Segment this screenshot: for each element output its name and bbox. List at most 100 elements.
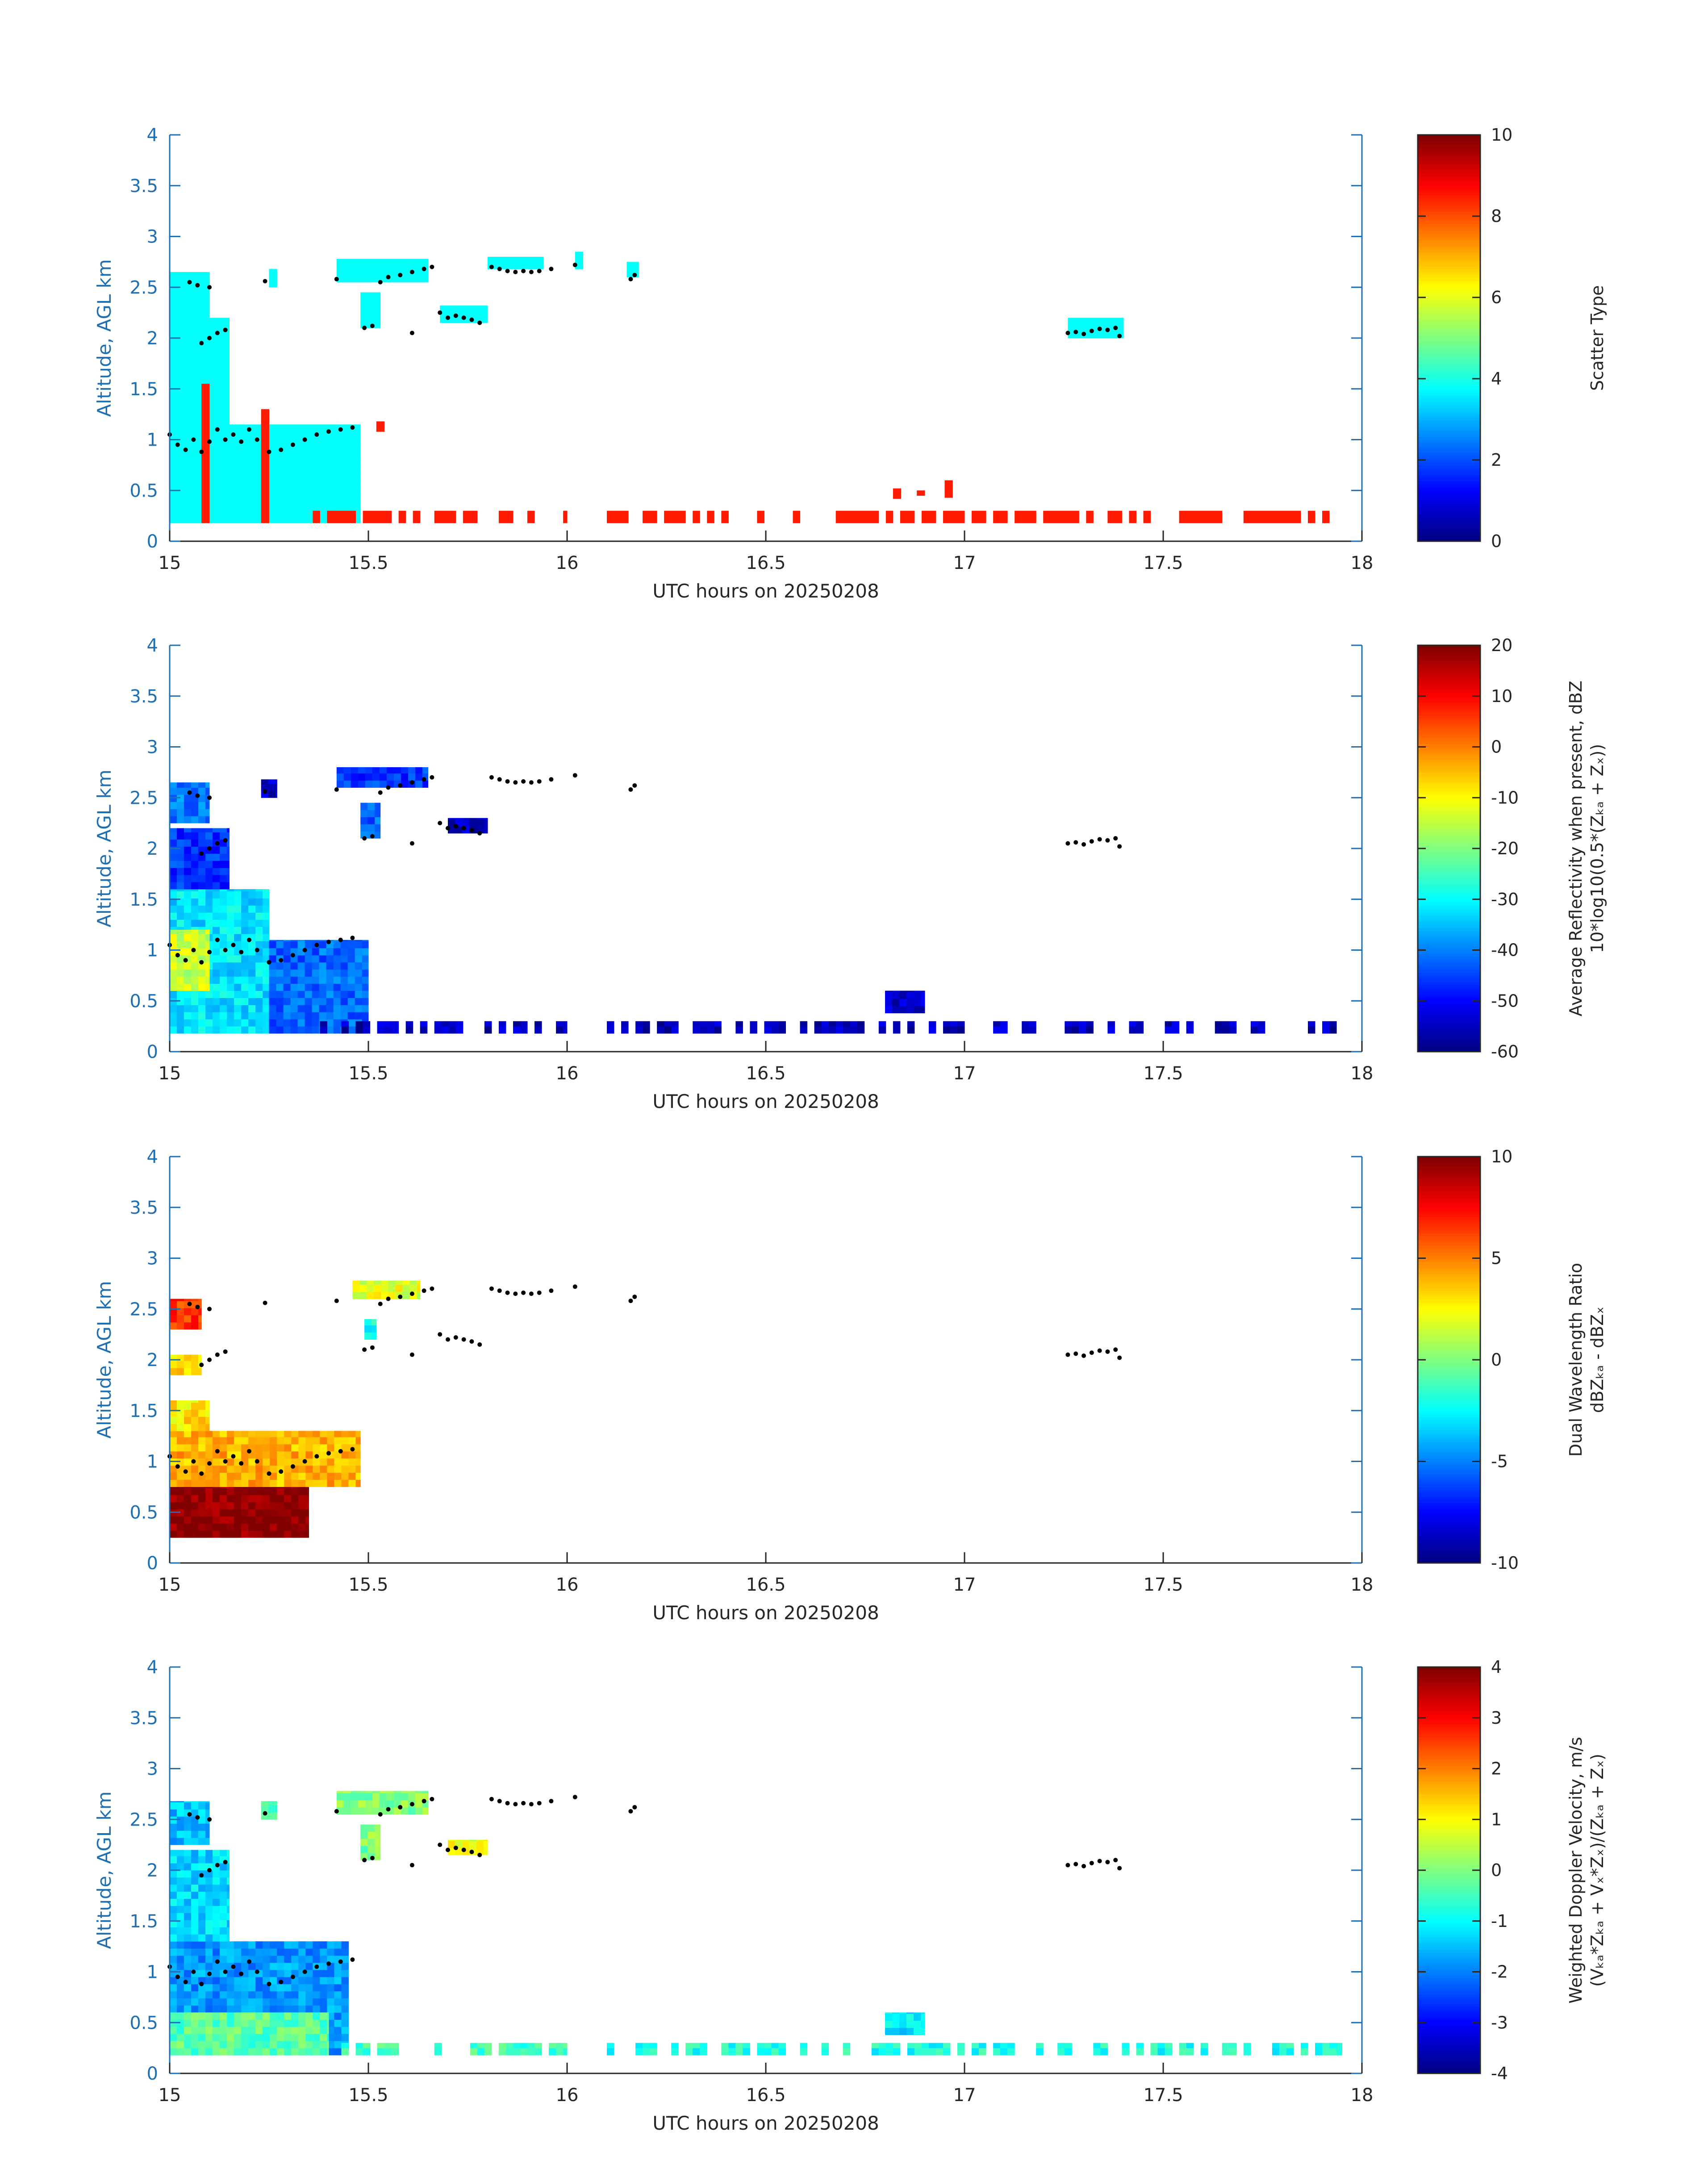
data-cell [360, 321, 368, 328]
data-cell [177, 451, 184, 460]
data-cell [220, 1991, 227, 1999]
data-cell [198, 912, 206, 920]
cloud-top-marker [430, 264, 434, 269]
colorbar-swatch [1418, 1360, 1480, 1363]
cloud-top-marker [1065, 1352, 1070, 1357]
data-cell [213, 459, 220, 467]
data-cell [177, 889, 184, 892]
data-cell [928, 2048, 936, 2056]
data-cell [227, 1431, 234, 1437]
colorbar-swatch [1418, 1293, 1480, 1297]
data-cell [191, 1934, 199, 1942]
data-cell [455, 1026, 464, 1034]
data-cell [205, 1444, 213, 1452]
colorbar-swatch [1418, 1686, 1480, 1690]
data-cell [170, 1516, 177, 1524]
cloud-top-marker [1065, 841, 1070, 846]
data-cell [213, 1850, 220, 1856]
data-cell [291, 1963, 299, 1970]
data-cell [348, 1451, 356, 1459]
data-cell [263, 1998, 270, 2006]
colorbar-swatch [1418, 1452, 1480, 1456]
data-cell [177, 296, 184, 304]
colorbar-swatch [1418, 1851, 1480, 1855]
data-cell [241, 516, 249, 523]
colorbar-swatch [1418, 334, 1480, 338]
data-cell [170, 494, 177, 502]
colorbar-swatch [1418, 1883, 1480, 1887]
data-cell [170, 1830, 177, 1838]
data-cell [835, 510, 844, 516]
cloud-top-marker [370, 323, 375, 328]
data-cell [650, 2048, 657, 2056]
data-cell [298, 2034, 306, 2041]
colorbar-swatch [1418, 1258, 1480, 1262]
colorbar-swatch [1418, 1395, 1480, 1399]
data-cell [375, 802, 381, 811]
data-cell [885, 2027, 893, 2035]
data-cell [198, 1479, 206, 1487]
colorbar-swatch [1418, 712, 1480, 716]
data-cell [291, 1437, 299, 1445]
data-cell [227, 853, 230, 861]
cloud-top-marker [187, 280, 192, 284]
data-cell [255, 891, 263, 898]
x-tick-label: 18 [1351, 553, 1374, 573]
data-cell [248, 976, 256, 984]
data-cell [263, 1941, 270, 1949]
data-cell [170, 1431, 177, 1437]
data-cell [227, 1444, 234, 1452]
data-cell [408, 773, 416, 781]
data-cell [184, 976, 192, 984]
data-cell [177, 941, 184, 949]
cloud-top-marker [469, 828, 474, 833]
data-cell [635, 2048, 643, 2056]
cloud-top-marker [572, 1284, 577, 1289]
data-cell [170, 282, 177, 290]
colorbar-swatch [1418, 1721, 1480, 1725]
data-cell [213, 1488, 220, 1496]
data-cell [771, 2048, 779, 2056]
data-cell [291, 1451, 299, 1459]
cloud-top-marker [207, 1461, 212, 1466]
data-cell [184, 1850, 192, 1856]
data-cell [220, 962, 227, 970]
data-cell [320, 509, 327, 516]
data-cell [177, 494, 184, 502]
colorbar-swatch [1418, 978, 1480, 982]
data-cell [220, 444, 227, 452]
data-cell [469, 1841, 477, 1848]
data-cell [255, 473, 263, 481]
data-cell [313, 494, 320, 502]
data-cell [355, 424, 361, 431]
data-cell [362, 940, 369, 941]
data-cell [372, 1332, 377, 1340]
data-cell [348, 487, 356, 495]
data-cell [198, 1400, 206, 1403]
data-cell [979, 2048, 986, 2056]
data-cell [248, 444, 256, 452]
data-cell [177, 2027, 184, 2034]
data-cell [268, 437, 269, 445]
data-cell [498, 2043, 506, 2048]
data-cell [263, 2041, 270, 2048]
data-cell [191, 1838, 199, 1845]
data-cell [261, 473, 269, 481]
data-cell [270, 424, 277, 431]
colorbar-swatch [1418, 1379, 1480, 1383]
cloud-top-marker [438, 821, 443, 826]
data-cell [177, 1984, 184, 1992]
data-cell [313, 487, 320, 495]
cloud-top-marker [513, 1802, 518, 1807]
data-cell [241, 2027, 249, 2034]
colorbar-swatch [1418, 1509, 1480, 1513]
cloud-top-marker [215, 937, 220, 942]
data-cell [191, 2012, 199, 2020]
data-cell [283, 955, 291, 963]
data-cell [213, 2012, 220, 2020]
data-cell [184, 1905, 192, 1914]
data-cell [372, 275, 380, 283]
colorbar-swatch [1418, 1553, 1480, 1557]
data-cell [327, 1956, 334, 1963]
cloud-top-marker [378, 790, 383, 795]
